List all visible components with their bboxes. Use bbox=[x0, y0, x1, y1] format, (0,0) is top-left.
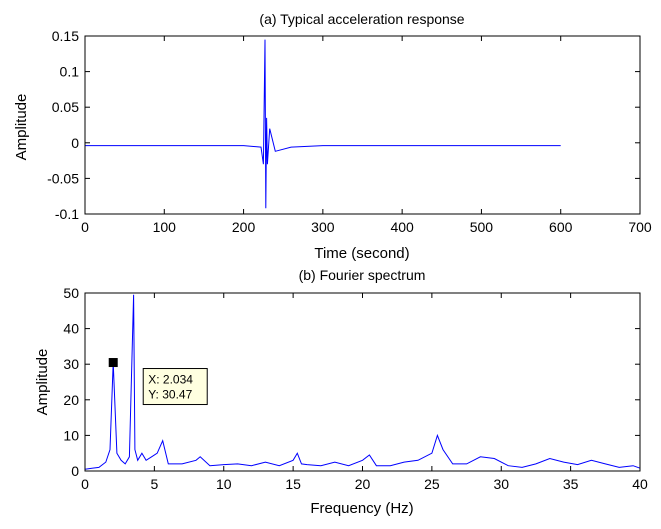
x-tick-label: 15 bbox=[285, 476, 301, 492]
tick-marks bbox=[84, 292, 641, 472]
y-tick-label: 0 bbox=[71, 463, 79, 479]
chart-title: (b) Fourier spectrum bbox=[299, 267, 426, 283]
data-tip-y: Y: 30.47 bbox=[148, 388, 192, 402]
x-tick-labels: 0 5 10 15 20 25 30 35 40 bbox=[81, 476, 648, 492]
x-tick-label: 30 bbox=[493, 476, 509, 492]
y-tick-label: 40 bbox=[63, 321, 79, 337]
x-tick-label: 300 bbox=[311, 219, 335, 235]
x-tick-labels: 0 100 200 300 400 500 600 700 bbox=[81, 219, 652, 235]
y-tick-label: 20 bbox=[63, 392, 79, 408]
y-tick-label: 0.1 bbox=[60, 64, 80, 80]
x-tick-label: 200 bbox=[232, 219, 256, 235]
x-tick-label: 5 bbox=[150, 476, 158, 492]
data-tip[interactable]: X: 2.034 Y: 30.47 bbox=[108, 358, 208, 406]
chart-acceleration-response: (a) Typical acceleration response -0.1-0… bbox=[13, 11, 652, 262]
x-axis-label: Frequency (Hz) bbox=[310, 500, 413, 517]
axes-frame bbox=[84, 35, 641, 215]
x-tick-label: 600 bbox=[549, 219, 573, 235]
x-tick-label: 40 bbox=[632, 476, 648, 492]
y-tick-labels: -0.1 -0.05 0 0.05 0.1 0.15 bbox=[47, 28, 79, 222]
chart-fourier-spectrum: (b) Fourier spectrum 0 10 20 30 40 50 0 5 10 15 2… bbox=[34, 267, 648, 517]
series-line-0 bbox=[85, 39, 561, 209]
x-tick-label: 400 bbox=[390, 219, 414, 235]
y-tick-labels: 0 10 20 30 40 50 bbox=[63, 285, 79, 479]
tick-marks bbox=[84, 35, 641, 215]
chart-title: (a) Typical acceleration response bbox=[259, 11, 464, 27]
data-tip-x: X: 2.034 bbox=[148, 373, 193, 387]
y-tick-label: 0.05 bbox=[52, 99, 79, 115]
x-tick-label: 10 bbox=[216, 476, 232, 492]
y-tick-label: -0.05 bbox=[47, 170, 79, 186]
x-tick-label: 20 bbox=[355, 476, 371, 492]
y-tick-label: 0.15 bbox=[52, 28, 79, 44]
x-tick-label: 0 bbox=[81, 219, 89, 235]
plot-area bbox=[84, 35, 641, 215]
x-tick-label: 25 bbox=[424, 476, 440, 492]
x-tick-label: 500 bbox=[470, 219, 494, 235]
y-tick-label: 10 bbox=[63, 427, 79, 443]
y-tick-label: 0 bbox=[71, 135, 79, 151]
y-tick-label: 50 bbox=[63, 285, 79, 301]
data-tip-box bbox=[142, 368, 208, 406]
y-axis-label: Amplitude bbox=[13, 94, 30, 161]
data-tip-marker bbox=[108, 358, 118, 368]
x-tick-label: 35 bbox=[563, 476, 579, 492]
x-tick-label: 0 bbox=[81, 476, 89, 492]
x-tick-label: 100 bbox=[153, 219, 177, 235]
y-axis-label: Amplitude bbox=[34, 349, 51, 416]
x-axis-label: Time (second) bbox=[314, 245, 409, 262]
y-tick-label: 30 bbox=[63, 356, 79, 372]
x-tick-label: 700 bbox=[628, 219, 652, 235]
series-line-0 bbox=[84, 294, 641, 470]
y-tick-label: -0.1 bbox=[55, 206, 79, 222]
